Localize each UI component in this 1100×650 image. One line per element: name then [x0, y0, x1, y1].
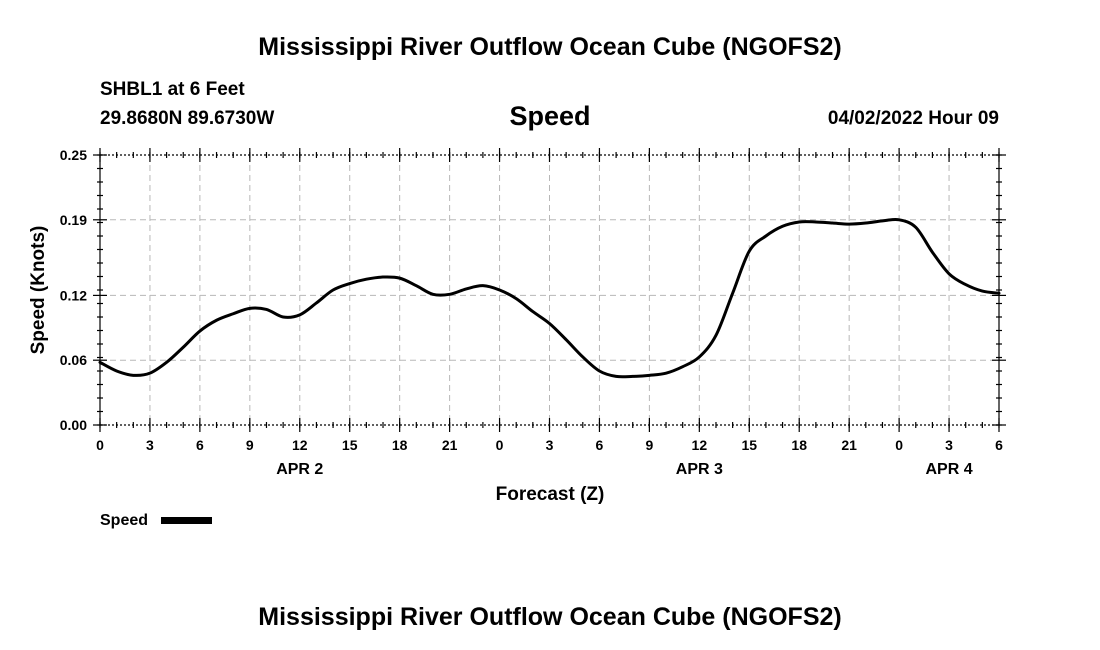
x-tick-label: 6 — [596, 437, 604, 453]
x-tick-label: 3 — [146, 437, 154, 453]
legend-label: Speed — [100, 512, 148, 529]
y-tick-label: 0.06 — [60, 352, 87, 368]
x-tick-label: 3 — [945, 437, 953, 453]
date-label: APR 4 — [925, 461, 972, 478]
station-coordinates: 29.8680N 89.6730W — [100, 108, 274, 129]
x-tick-label: 12 — [692, 437, 708, 453]
chart-title: Mississippi River Outflow Ocean Cube (NG… — [258, 33, 841, 61]
date-label: APR 3 — [676, 461, 723, 478]
grid-lines — [100, 155, 999, 425]
x-tick-label: 12 — [292, 437, 308, 453]
speed-series-line — [98, 217, 1001, 379]
x-tick-label: 18 — [791, 437, 807, 453]
y-tick-label: 0.12 — [60, 287, 87, 303]
y-tick-label: 0.25 — [60, 147, 87, 163]
legend-swatch — [161, 517, 212, 524]
x-tick-label: 6 — [995, 437, 1003, 453]
forecast-datetime: 04/02/2022 Hour 09 — [828, 108, 999, 129]
legend: Speed — [100, 512, 212, 529]
x-tick-label: 9 — [645, 437, 653, 453]
y-axis-title: Speed (Knots) — [28, 226, 49, 355]
x-tick-label: 0 — [895, 437, 903, 453]
x-tick-label: 0 — [96, 437, 104, 453]
variable-title: Speed — [509, 101, 590, 131]
x-tick-label: 21 — [841, 437, 857, 453]
y-tick-label: 0.00 — [60, 417, 87, 433]
x-tick-label: 15 — [741, 437, 757, 453]
x-axis-title: Forecast (Z) — [496, 484, 605, 505]
y-axis-ticks: 0.00 0.06 0.12 0.19 0.25 — [60, 147, 1006, 433]
series-layer — [98, 217, 1001, 379]
x-tick-label: 3 — [546, 437, 554, 453]
station-label: SHBL1 at 6 Feet — [100, 79, 245, 100]
x-axis-date-labels: APR 2 APR 3 APR 4 — [276, 461, 973, 478]
x-axis-ticks: 0 3 6 9 12 15 18 21 0 3 6 9 12 15 18 21 0 3 6 — [96, 148, 1003, 453]
y-tick-label: 0.19 — [60, 212, 87, 228]
x-tick-label: 15 — [342, 437, 358, 453]
x-tick-label: 6 — [196, 437, 204, 453]
x-tick-label: 9 — [246, 437, 254, 453]
x-tick-label: 18 — [392, 437, 408, 453]
date-label: APR 2 — [276, 461, 323, 478]
footer-title: Mississippi River Outflow Ocean Cube (NG… — [258, 603, 841, 631]
x-tick-label: 0 — [496, 437, 504, 453]
plot-area: 0.00 0.06 0.12 0.19 0.25 0 3 6 9 12 15 18 21 0 3 6 9 12 1… — [60, 147, 1006, 478]
x-tick-label: 21 — [442, 437, 458, 453]
